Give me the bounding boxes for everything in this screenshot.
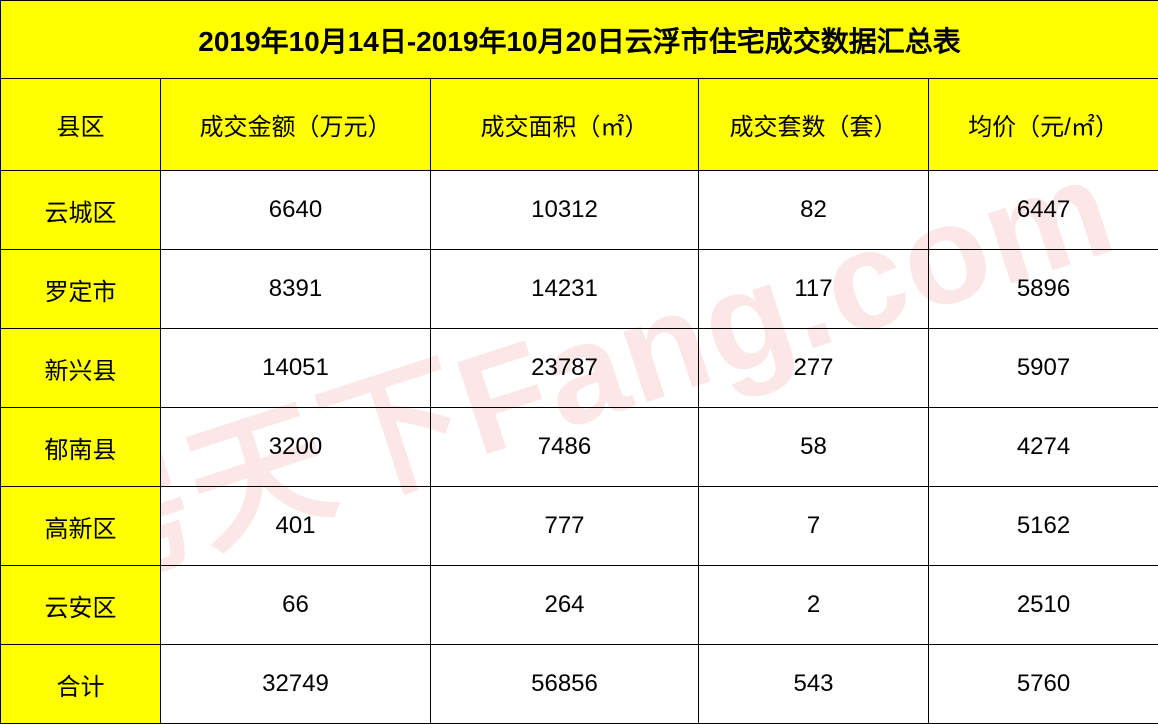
cell-units: 543 bbox=[699, 645, 929, 724]
table-row: 高新区 401 777 7 5162 bbox=[1, 487, 1158, 566]
cell-district: 云安区 bbox=[1, 566, 161, 645]
cell-amount: 6640 bbox=[161, 171, 431, 250]
cell-units: 117 bbox=[699, 250, 929, 329]
transaction-summary-table: 2019年10月14日-2019年10月20日云浮市住宅成交数据汇总表 县区 成… bbox=[0, 0, 1158, 724]
cell-avg-price: 5896 bbox=[929, 250, 1158, 329]
cell-avg-price: 5907 bbox=[929, 329, 1158, 408]
table-body: 云城区 6640 10312 82 6447 罗定市 8391 14231 11… bbox=[1, 171, 1158, 724]
col-header-units: 成交套数（套） bbox=[699, 79, 929, 171]
cell-amount: 32749 bbox=[161, 645, 431, 724]
table-title: 2019年10月14日-2019年10月20日云浮市住宅成交数据汇总表 bbox=[1, 1, 1158, 79]
table-row-total: 合计 32749 56856 543 5760 bbox=[1, 645, 1158, 724]
cell-avg-price: 5162 bbox=[929, 487, 1158, 566]
table-row: 云城区 6640 10312 82 6447 bbox=[1, 171, 1158, 250]
col-header-area: 成交面积（㎡） bbox=[431, 79, 699, 171]
cell-area: 264 bbox=[431, 566, 699, 645]
cell-amount: 3200 bbox=[161, 408, 431, 487]
cell-avg-price: 5760 bbox=[929, 645, 1158, 724]
table-title-row: 2019年10月14日-2019年10月20日云浮市住宅成交数据汇总表 bbox=[1, 1, 1158, 79]
cell-amount: 66 bbox=[161, 566, 431, 645]
cell-area: 56856 bbox=[431, 645, 699, 724]
cell-avg-price: 4274 bbox=[929, 408, 1158, 487]
table-row: 罗定市 8391 14231 117 5896 bbox=[1, 250, 1158, 329]
table-row: 新兴县 14051 23787 277 5907 bbox=[1, 329, 1158, 408]
cell-avg-price: 2510 bbox=[929, 566, 1158, 645]
col-header-amount: 成交金额（万元） bbox=[161, 79, 431, 171]
cell-area: 23787 bbox=[431, 329, 699, 408]
cell-units: 58 bbox=[699, 408, 929, 487]
cell-district: 高新区 bbox=[1, 487, 161, 566]
cell-area: 10312 bbox=[431, 171, 699, 250]
cell-units: 7 bbox=[699, 487, 929, 566]
table-row: 云安区 66 264 2 2510 bbox=[1, 566, 1158, 645]
cell-district: 新兴县 bbox=[1, 329, 161, 408]
table-header-row: 县区 成交金额（万元） 成交面积（㎡） 成交套数（套） 均价（元/㎡） bbox=[1, 79, 1158, 171]
cell-district: 合计 bbox=[1, 645, 161, 724]
col-header-district: 县区 bbox=[1, 79, 161, 171]
cell-district: 郁南县 bbox=[1, 408, 161, 487]
cell-units: 277 bbox=[699, 329, 929, 408]
cell-district: 罗定市 bbox=[1, 250, 161, 329]
table-row: 郁南县 3200 7486 58 4274 bbox=[1, 408, 1158, 487]
col-header-avg-price: 均价（元/㎡） bbox=[929, 79, 1158, 171]
cell-area: 14231 bbox=[431, 250, 699, 329]
cell-amount: 8391 bbox=[161, 250, 431, 329]
cell-amount: 401 bbox=[161, 487, 431, 566]
cell-amount: 14051 bbox=[161, 329, 431, 408]
cell-area: 7486 bbox=[431, 408, 699, 487]
cell-district: 云城区 bbox=[1, 171, 161, 250]
cell-avg-price: 6447 bbox=[929, 171, 1158, 250]
cell-units: 2 bbox=[699, 566, 929, 645]
cell-units: 82 bbox=[699, 171, 929, 250]
cell-area: 777 bbox=[431, 487, 699, 566]
